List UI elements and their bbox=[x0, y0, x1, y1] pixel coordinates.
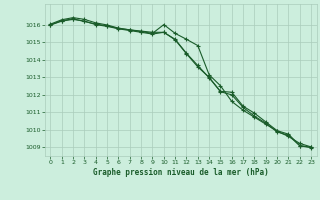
X-axis label: Graphe pression niveau de la mer (hPa): Graphe pression niveau de la mer (hPa) bbox=[93, 168, 269, 177]
